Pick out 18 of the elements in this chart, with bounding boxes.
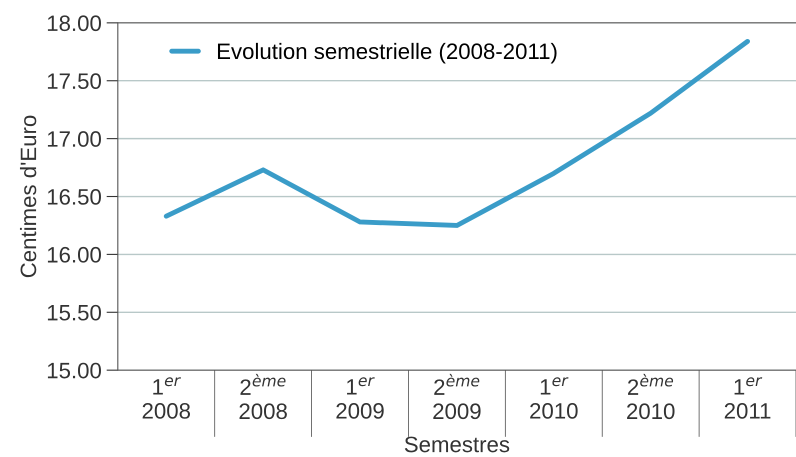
y-tick-label: 15.00	[48, 362, 101, 378]
y-tick-label: 18.00	[48, 15, 101, 32]
x-tick-label: 1$^{er}$ 2011	[724, 377, 770, 419]
x-tick-label: 1$^{er}$ 2008	[142, 377, 190, 419]
y-tick-label: 17.50	[48, 73, 101, 90]
legend-label: Evolution semestrielle (2008-2011)	[218, 42, 557, 64]
y-axis-title: Centimes d'Euro	[20, 116, 36, 278]
x-axis-title: Semestres	[404, 436, 510, 452]
y-tick-label: 16.00	[48, 246, 101, 263]
line-series	[164, 38, 750, 228]
x-tick-label: 2$^{ème}$ 2009	[433, 374, 481, 420]
y-tick-label: 15.50	[48, 304, 101, 321]
x-tick-label: 2$^{ème}$ 2008	[240, 374, 287, 420]
y-tick-label: 17.00	[48, 131, 101, 147]
x-tick-label: 1$^{er}$ 2010	[530, 377, 578, 419]
x-tick-label: 2$^{ème}$ 2010	[627, 374, 675, 420]
y-tick-label: 16.50	[48, 189, 101, 205]
x-tick-label: 1$^{er}$ 2009	[336, 377, 384, 419]
